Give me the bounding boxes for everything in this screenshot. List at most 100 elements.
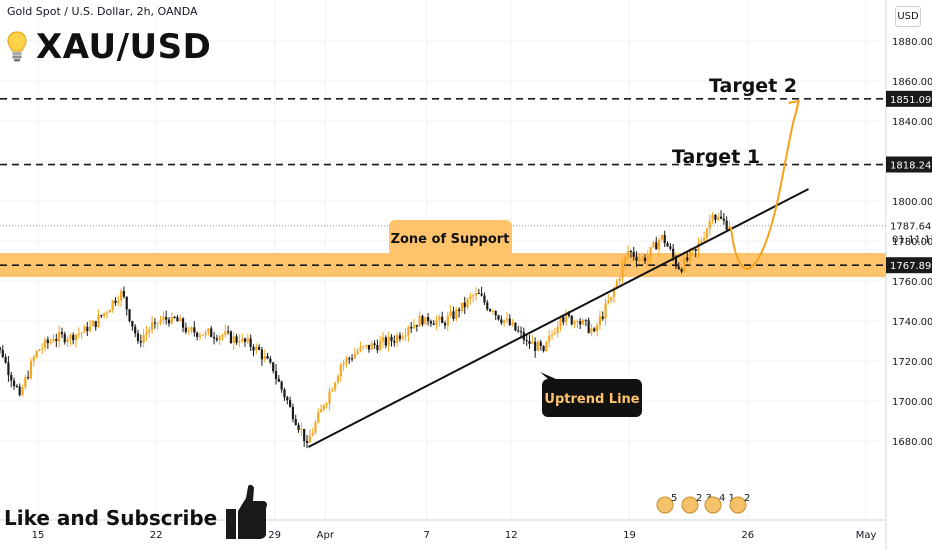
candle-body [384,337,387,346]
candle-body [66,339,69,343]
target2-price-label-bg [886,90,932,107]
candle-body [63,334,66,343]
candle-body [683,257,686,272]
y-tick-label: 1680.00 [892,437,932,448]
candle-body [193,327,196,333]
candle-body [89,326,92,331]
candle-body [4,357,7,363]
candle-body [539,341,542,346]
candle-body [672,248,675,258]
candle-body [339,365,342,377]
candle-body [210,328,213,337]
candle-body [596,325,599,331]
candle-body [29,361,33,379]
candle-body [593,328,596,331]
candle-body [607,300,610,304]
y-tick-label: 1860.00 [892,77,932,88]
candle-body [452,311,455,319]
candle-body [486,302,489,310]
candle-body [18,386,21,395]
x-tick-label: 22 [150,530,163,541]
candle-body [249,338,252,347]
lightbulb-icon [7,31,27,62]
candle-body [331,389,334,392]
candle-body [86,326,89,331]
candle-body [1,349,4,357]
candle-body [570,315,573,325]
event-icon[interactable] [704,496,722,514]
candle-body [181,318,185,328]
candle-body [224,331,227,335]
event-icon[interactable] [729,496,747,514]
candle-body [235,336,238,343]
candle-body [379,341,382,351]
candle-body [517,330,520,332]
candle-body [119,291,123,301]
candle-body [688,251,692,261]
candle-body [350,358,354,360]
support-price-label: 1767.897 [890,261,932,272]
candle-body [418,315,421,327]
y-tick-label: 1800.00 [892,197,932,208]
candle-body [317,412,320,423]
candle-body [576,321,579,322]
candle-body [565,313,568,323]
candle-body [83,326,86,333]
candle-body [424,317,427,325]
candle-body [362,346,365,348]
candle-body [286,397,289,401]
event-icon[interactable] [656,496,674,514]
y-tick-label: 1740.00 [892,317,932,328]
x-tick-label: 29 [268,530,281,541]
event-count: 5 [671,493,677,504]
candle-body [21,387,24,395]
candle-body [553,333,556,335]
candle-body [680,269,683,272]
uptrend-callout-pointer [540,372,556,379]
y-tick-label: 1760.00 [892,277,932,288]
x-tick-label: 26 [741,530,754,541]
candle-body [657,239,661,250]
candle-body [652,242,655,248]
candle-body [167,319,171,324]
candle-body [359,346,362,351]
candle-body [477,293,480,294]
candle-body [218,336,221,340]
candle-body [567,313,571,316]
candle-body [38,349,41,351]
event-icon[interactable] [681,496,699,514]
candle-body [525,340,528,342]
candle-body [728,225,731,230]
candle-body [587,320,590,333]
candle-body [500,319,503,323]
candle-body [559,317,562,328]
candle-body [441,316,444,323]
candle-body [404,335,407,337]
candle-body [598,316,602,326]
uptrend-line [307,188,809,448]
candle-body [243,338,247,342]
candle-body [480,293,483,296]
candle-body [601,316,604,319]
y-tick-label: 1840.00 [892,117,932,128]
uptrend-callout-text: Uptrend Line [544,392,639,407]
candle-body [373,343,376,345]
candle-body [117,300,120,304]
candle-body [367,344,371,350]
candle-body [519,331,523,333]
candle-body [100,315,103,317]
candle-body [401,336,404,339]
event-count: 2 [744,493,750,504]
candle-body [345,358,348,364]
candle-body [621,263,624,279]
instrument-title: Gold Spot / U.S. Dollar, 2h, OANDA [7,5,198,18]
currency-button[interactable]: USD [895,6,921,27]
candle-body [629,251,633,252]
candle-body [635,256,638,261]
candle-body [562,317,565,323]
candle-body [638,258,641,261]
candle-body [610,297,613,301]
candle-body [165,316,168,320]
candle-body [590,328,593,333]
